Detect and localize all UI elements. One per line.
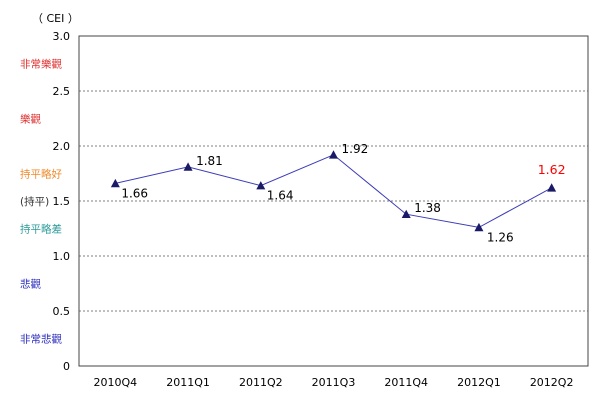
- data-point-marker: [474, 222, 484, 232]
- data-point-marker: [329, 150, 338, 159]
- data-label: 1.66: [121, 186, 148, 200]
- data-label: 1.38: [414, 201, 441, 215]
- x-tick-label: 2011Q2: [239, 376, 283, 389]
- y-axis-unit-label: （ CEI ）: [32, 12, 79, 25]
- data-label: 1.92: [342, 142, 369, 156]
- x-tick-label: 2011Q3: [312, 376, 356, 389]
- data-label: 1.62: [538, 162, 566, 177]
- sentiment-label: 持平略差: [20, 223, 62, 236]
- data-label: 1.81: [196, 154, 223, 168]
- sentiment-label: (持平): [20, 195, 49, 208]
- y-tick-label: 2.0: [53, 140, 71, 153]
- sentiment-label: 非常悲觀: [20, 333, 62, 346]
- sentiment-label: 持平略好: [20, 168, 62, 181]
- data-label: 1.64: [267, 189, 294, 203]
- y-tick-label: 0.5: [53, 305, 71, 318]
- y-tick-label: 1.0: [53, 250, 71, 263]
- sentiment-label: 樂觀: [20, 113, 41, 126]
- y-axis-tick-labels: 0 0.5 1.0 1.5 2.0 2.5 3.0: [53, 30, 71, 373]
- data-point-marker: [256, 181, 266, 190]
- x-tick-label: 2012Q1: [457, 376, 501, 389]
- data-point-marker: [183, 162, 193, 171]
- sentiment-label: 悲觀: [20, 278, 41, 291]
- data-markers: [110, 150, 557, 232]
- x-tick-label: 2010Q4: [94, 376, 138, 389]
- data-labels: 1.66 1.81 1.64 1.92 1.38 1.26 1.62: [121, 142, 565, 245]
- series-line: [115, 154, 552, 228]
- y-tick-label: 0: [63, 360, 70, 373]
- x-tick-label: 2011Q1: [166, 376, 210, 389]
- x-tick-label: 2011Q4: [384, 376, 428, 389]
- y-tick-label: 3.0: [53, 30, 71, 43]
- x-tick-label: 2012Q2: [530, 376, 574, 389]
- x-axis-tick-labels: 2010Q4 2011Q1 2011Q2 2011Q3 2011Q4 2012Q1 2012…: [94, 376, 574, 389]
- data-label: 1.26: [487, 230, 514, 244]
- data-point-marker: [401, 209, 411, 219]
- y-tick-label: 1.5: [53, 195, 71, 208]
- y-tick-label: 2.5: [53, 85, 71, 98]
- series-line-group: [115, 154, 552, 228]
- sentiment-label: 非常樂觀: [20, 58, 62, 71]
- gridlines: [79, 90, 588, 312]
- data-point-marker: [110, 178, 120, 188]
- data-point-marker: [547, 183, 557, 192]
